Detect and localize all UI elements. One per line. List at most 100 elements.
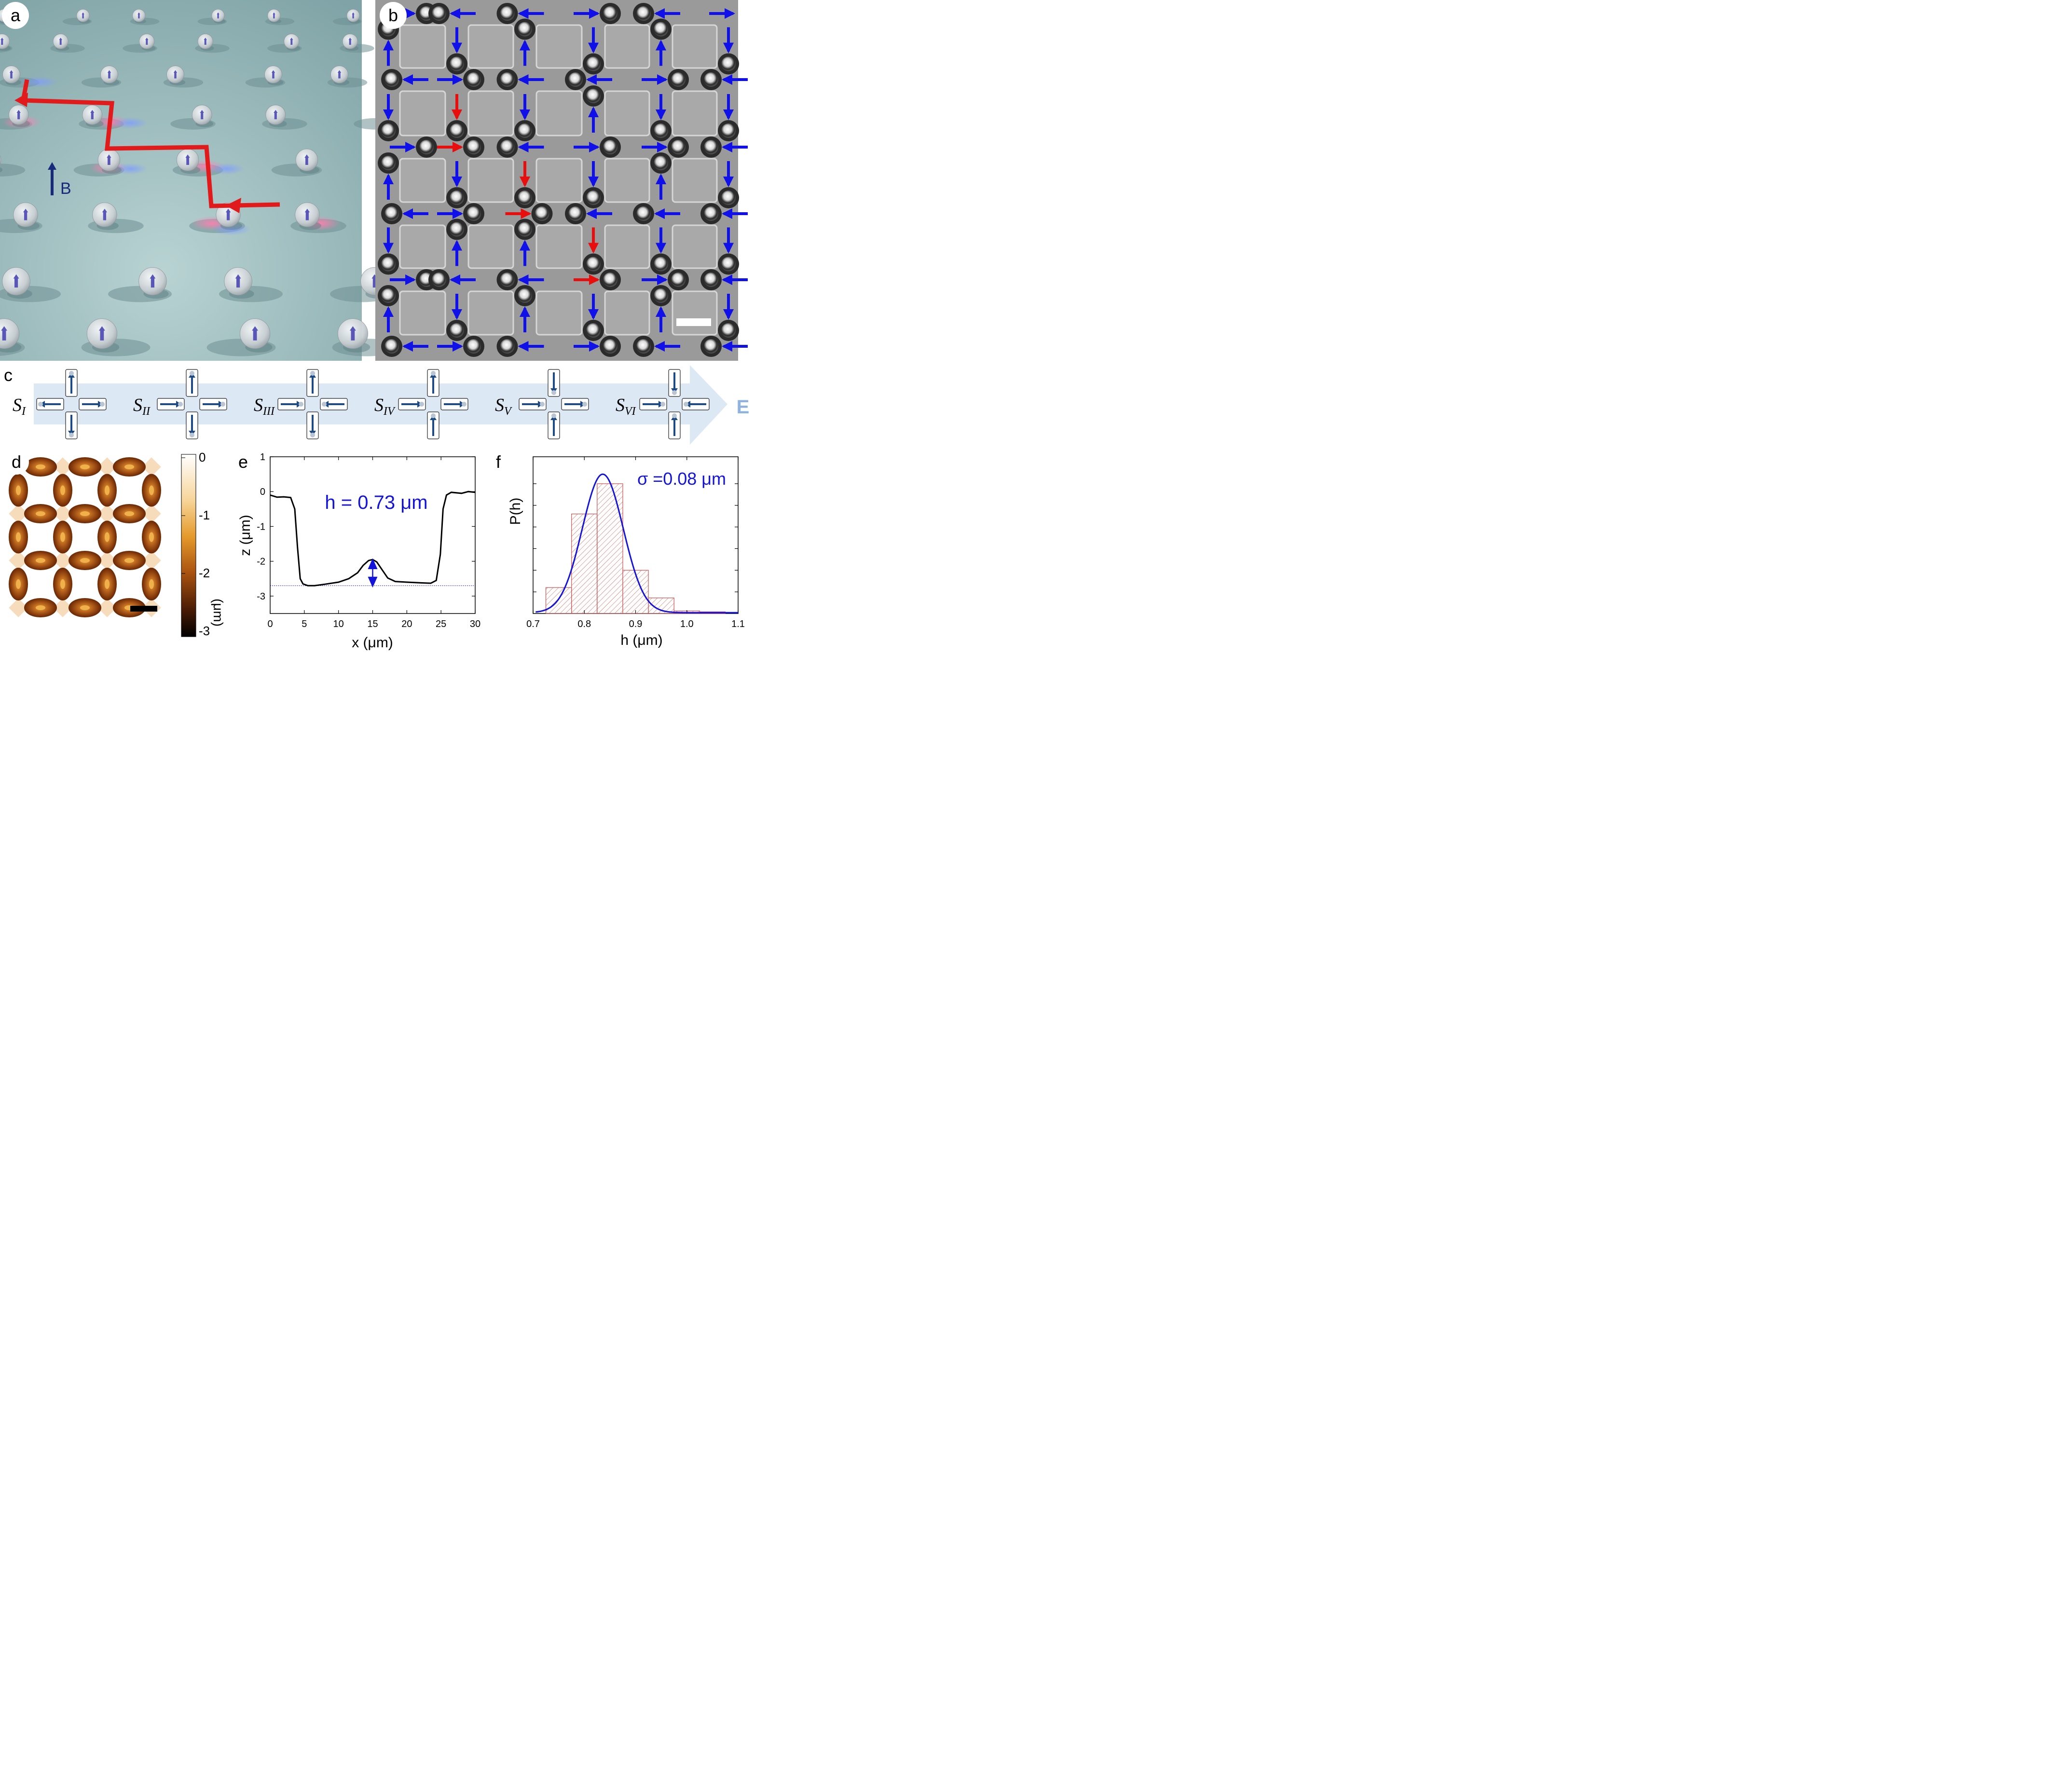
colorbar-tick-label: -1 — [199, 508, 210, 522]
trap-center — [36, 605, 45, 610]
spin-arrow-head — [518, 341, 529, 352]
state-particle — [672, 413, 677, 418]
moment-arrowhead — [145, 38, 149, 40]
plot-frame — [270, 456, 476, 614]
particle — [535, 206, 549, 221]
particle — [500, 72, 515, 87]
spin-arrow-head — [520, 40, 530, 51]
moment-arrowhead — [107, 154, 111, 158]
spin-arrow-head — [383, 109, 394, 120]
spin-arrow-head — [453, 74, 463, 85]
trap-center — [149, 532, 154, 542]
vertex-node — [97, 457, 117, 477]
spin-arrow-head — [722, 142, 732, 152]
spin-arrow-head — [589, 142, 600, 152]
state-label: SV — [495, 395, 512, 418]
particle — [721, 191, 736, 205]
figure-canvas: B a b c E SI SII SIII SIV SV SVI d 0 -1 -2 -3 (μ… — [0, 0, 749, 651]
trap-center — [60, 485, 65, 495]
glow-blue — [113, 117, 148, 129]
lattice-plaquette — [467, 290, 514, 336]
label-badge — [2, 2, 29, 29]
spin-arrow-head — [586, 208, 597, 219]
state-particle — [310, 371, 315, 376]
spin-arrow-head — [589, 8, 600, 19]
state-particle — [322, 402, 327, 407]
spin-arrow-head — [722, 208, 732, 219]
particle — [654, 288, 668, 303]
moment-arrowhead — [348, 38, 352, 40]
state-particle — [462, 402, 467, 407]
state-particle — [431, 413, 436, 418]
particle — [467, 72, 481, 87]
trap-center — [105, 532, 110, 542]
particle — [518, 22, 532, 37]
spin-arrow-head — [723, 42, 734, 54]
spin-arrow-head — [725, 8, 735, 19]
spin-arrow-head — [656, 174, 666, 184]
panel-label-b: b — [388, 5, 398, 25]
spin-arrow-head — [586, 74, 597, 85]
spin-arrow-head — [723, 243, 734, 254]
particle — [671, 140, 686, 154]
spin-arrow-head — [383, 40, 394, 51]
vertex-state-list: SI SII SIII SIV SV SVI — [13, 369, 710, 439]
figure: B a b c E SI SII SIII SIV SV SVI d 0 -1 -2 -3 (μ… — [0, 0, 755, 651]
lattice-plaquette — [467, 90, 514, 136]
particle — [586, 257, 601, 272]
state-particle — [100, 402, 105, 407]
spin-arrows — [383, 8, 748, 352]
particle — [384, 206, 399, 221]
state-label: SIII — [254, 395, 275, 418]
spin-arrow-head — [383, 306, 394, 317]
spin-arrow-head — [723, 309, 734, 320]
moment-arrowhead — [82, 12, 84, 14]
trap-center — [16, 485, 21, 495]
x-tick-label: 10 — [333, 619, 344, 629]
moment-arrowhead — [225, 208, 231, 213]
colloid-spheres — [0, 9, 397, 353]
lattice-plaquette — [604, 90, 650, 136]
panel-c-vertex-states: c E SI SII SIII SIV SV SVI — [4, 365, 749, 445]
spin-arrow-head — [520, 306, 530, 317]
particle — [704, 72, 718, 87]
spin-arrow-head — [453, 142, 463, 152]
spin-arrow-head — [452, 42, 462, 54]
particle — [518, 191, 532, 205]
state-particle — [190, 371, 194, 376]
spin-arrow-head — [405, 8, 416, 19]
spin-arrow-head — [452, 177, 462, 187]
moment-arrowhead — [217, 12, 220, 14]
colorbar-tick-label: 0 — [199, 450, 206, 464]
state-particle — [310, 433, 315, 437]
spin-arrow-head — [588, 107, 599, 117]
particle — [432, 273, 446, 287]
moment-arrowhead — [1, 326, 8, 331]
particle — [586, 89, 601, 103]
moment-arrowhead — [107, 70, 111, 73]
x-tick-label: 0.7 — [526, 619, 540, 629]
trap-center — [105, 579, 110, 589]
trap-center — [60, 532, 65, 542]
lattice-plaquette — [399, 24, 446, 69]
moment-arrowhead — [16, 109, 21, 113]
moment-arrowhead — [137, 12, 140, 14]
gaussian-fit — [535, 473, 738, 614]
state-particle — [582, 402, 587, 407]
sigma-annotation: σ =0.08 μm — [637, 469, 726, 489]
particle — [603, 6, 617, 21]
lattice-plaquette — [467, 158, 514, 203]
spin-arrow-head — [402, 208, 413, 219]
particle — [467, 339, 481, 354]
lattice-plaquette — [535, 290, 583, 336]
particle — [450, 323, 464, 338]
path-arrowhead — [14, 93, 28, 107]
moment-arrowhead — [271, 70, 275, 73]
state-particle — [672, 390, 677, 395]
spin-arrow-head — [657, 274, 668, 285]
state-particle — [551, 390, 556, 395]
moment-arrowhead — [273, 12, 275, 14]
histogram-bar — [571, 514, 598, 614]
trap-center — [16, 532, 21, 542]
